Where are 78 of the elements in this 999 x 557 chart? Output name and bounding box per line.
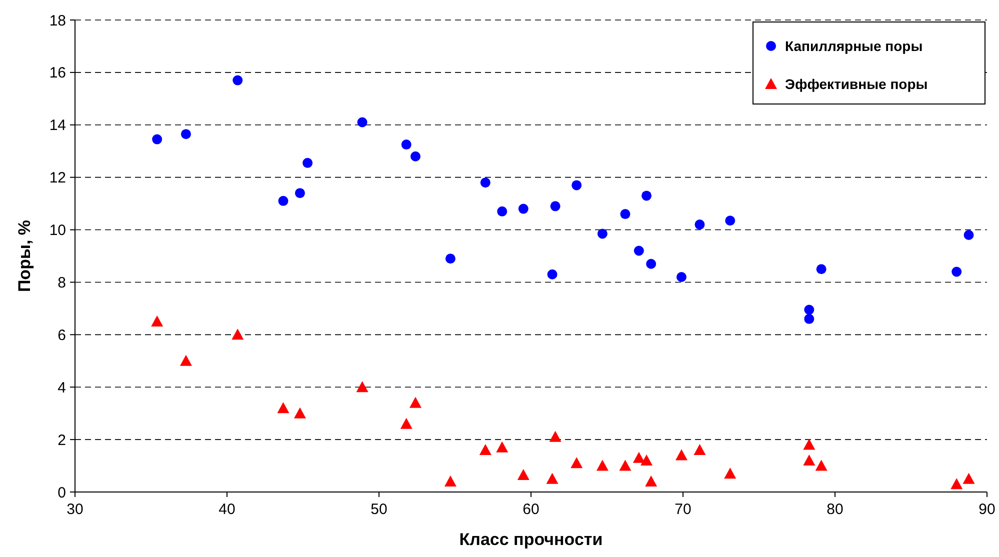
- point: [724, 468, 736, 479]
- point: [294, 407, 306, 418]
- point: [570, 457, 583, 468]
- point: [232, 328, 244, 340]
- point: [357, 117, 368, 128]
- y-tick-label: 4: [58, 379, 66, 396]
- point: [549, 430, 562, 442]
- point: [642, 190, 652, 201]
- point: [496, 441, 508, 452]
- y-tick-label: 2: [58, 432, 66, 449]
- point: [410, 151, 420, 162]
- y-tick-label: 8: [58, 274, 66, 292]
- point: [803, 438, 816, 450]
- point: [232, 75, 243, 86]
- point: [803, 454, 816, 466]
- point: [950, 478, 963, 490]
- point: [634, 246, 644, 256]
- point: [596, 460, 608, 471]
- y-tick-label: 12: [49, 170, 66, 187]
- point: [151, 316, 164, 327]
- point: [278, 196, 288, 206]
- x-tick-label: 80: [826, 501, 844, 518]
- y-tick-label: 10: [49, 222, 66, 240]
- legend-label: Эффективные поры: [785, 76, 928, 92]
- y-tick-label: 6: [58, 326, 66, 344]
- point: [676, 272, 686, 282]
- x-tick-label: 90: [978, 501, 996, 518]
- point: [952, 266, 962, 277]
- point: [445, 254, 456, 264]
- point: [815, 460, 828, 471]
- point: [964, 230, 974, 240]
- y-axis-title: Поры, %: [15, 220, 34, 292]
- point: [640, 454, 653, 466]
- point: [479, 444, 492, 456]
- x-tick-label: 60: [522, 501, 540, 518]
- point: [632, 452, 645, 463]
- point: [725, 216, 736, 226]
- point: [694, 444, 706, 456]
- point: [546, 472, 558, 484]
- point: [550, 201, 560, 212]
- y-tick-label: 18: [49, 12, 66, 30]
- point: [517, 468, 530, 480]
- point: [302, 158, 313, 168]
- point: [277, 402, 290, 414]
- point: [409, 396, 422, 408]
- point: [401, 140, 412, 150]
- point: [294, 188, 305, 198]
- point: [645, 476, 658, 487]
- point: [597, 228, 608, 239]
- point: [816, 264, 826, 274]
- point: [804, 304, 814, 315]
- point: [572, 180, 582, 190]
- point: [180, 129, 191, 140]
- point: [152, 134, 162, 144]
- point: [646, 258, 656, 269]
- legend-label: Капиллярные поры: [785, 38, 923, 54]
- y-tick-label: 16: [49, 64, 66, 82]
- point: [356, 381, 368, 392]
- point: [962, 472, 975, 484]
- point: [400, 418, 412, 429]
- point: [180, 354, 192, 366]
- point: [444, 476, 456, 487]
- x-tick-label: 70: [674, 501, 692, 518]
- point: [497, 206, 508, 216]
- point: [675, 449, 688, 460]
- point: [619, 460, 632, 471]
- x-tick-label: 30: [66, 501, 84, 518]
- x-axis-title: Класс прочности: [459, 530, 603, 549]
- point: [480, 178, 490, 188]
- point: [518, 204, 528, 214]
- x-tick-label: 50: [370, 501, 388, 518]
- point: [694, 220, 705, 230]
- x-tick-label: 40: [218, 501, 236, 518]
- point: [804, 314, 814, 324]
- y-tick-label: 14: [49, 117, 66, 134]
- point: [620, 209, 630, 220]
- point: [547, 269, 558, 280]
- y-tick-label: 0: [58, 484, 66, 502]
